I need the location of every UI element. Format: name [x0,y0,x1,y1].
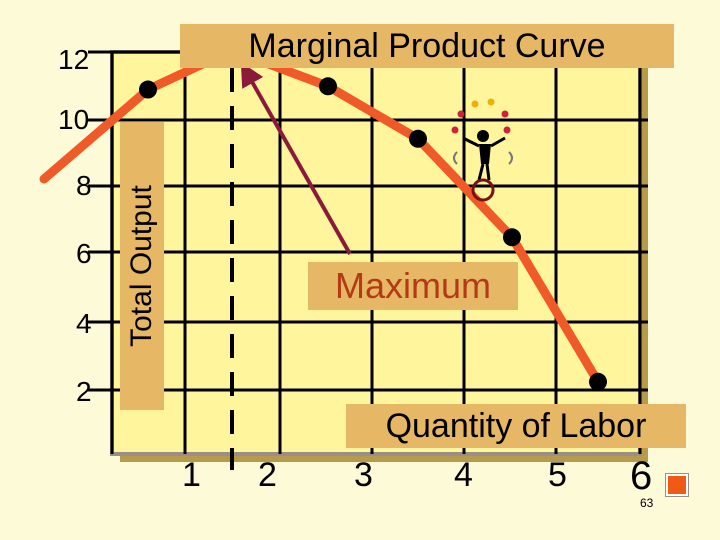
page-number: 63 [640,496,654,510]
ball-icon [503,126,511,134]
y-tick-label: 12 [58,44,90,75]
maximum-arrow [240,62,352,255]
y-axis-label-box [120,122,164,410]
juggler-icon [451,98,513,202]
slide-corner-marker [666,474,688,496]
y-tick-label: 4 [76,308,92,339]
motion-lines-icon [453,151,513,165]
body-icon [479,144,491,164]
x-tick-label: 1 [182,456,201,494]
y-tick-label: 10 [58,104,90,135]
x-tick-label: 5 [548,456,567,494]
y-axis-label: Total Output [125,185,158,347]
x-tick-label: 6 [630,454,653,498]
data-point [139,80,157,99]
chart-title: Marginal Product Curve [180,24,674,68]
maximum-annotation: Maximum [308,262,518,310]
x-axis-label: Quantity of Labor [346,404,686,448]
x-tick-label: 3 [354,456,373,494]
unicycle-wheel-icon [471,178,495,202]
data-point [409,129,427,148]
ball-icon [471,100,479,108]
data-point [589,372,607,391]
ball-icon [501,110,509,118]
data-point [503,228,521,247]
legs-icon [477,163,491,181]
arms-icon [462,136,506,148]
x-tick-label: 2 [258,456,277,494]
y-tick-label: 8 [76,170,92,201]
head-icon [477,130,489,142]
ball-icon [487,98,495,106]
ball-icon [451,126,459,134]
x-tick-label: 4 [454,456,473,494]
y-tick-label: 6 [76,238,92,269]
data-point [319,77,337,96]
y-tick-label: 2 [76,376,92,407]
ball-icon [457,110,465,118]
